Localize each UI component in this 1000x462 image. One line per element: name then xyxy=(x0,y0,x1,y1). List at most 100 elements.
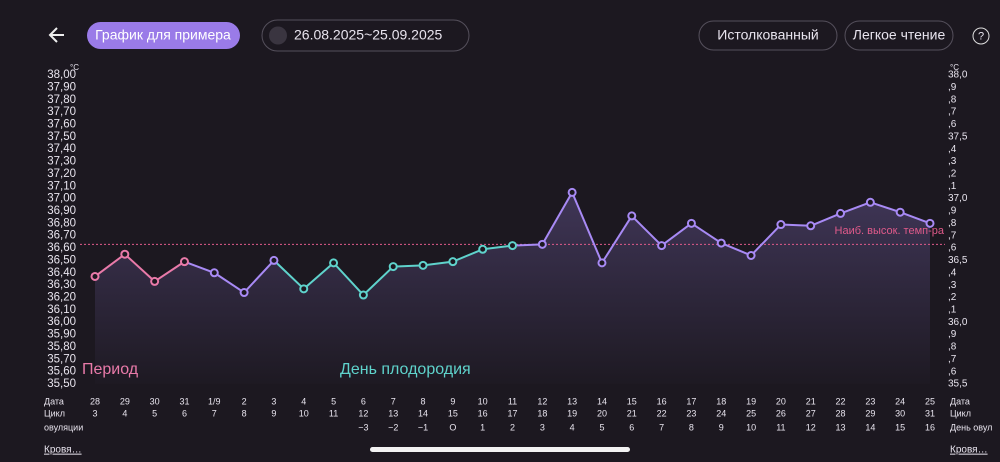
row-cell: 19 xyxy=(746,396,756,406)
row-cell: 7 xyxy=(212,408,217,418)
row-cell: 16 xyxy=(657,396,667,406)
row-cell: 24 xyxy=(895,396,905,406)
row-cell: 10 xyxy=(299,408,309,418)
help-button[interactable] xyxy=(972,27,990,45)
example-button[interactable] xyxy=(87,22,240,49)
home-indicator xyxy=(370,447,630,452)
tab-easy[interactable] xyxy=(844,20,954,51)
row-cell: 15 xyxy=(627,396,637,406)
point xyxy=(299,284,309,294)
row-cell: 13 xyxy=(836,422,846,432)
row-label-left: Цикл xyxy=(44,408,65,418)
y-tick-label: 37,20 xyxy=(47,168,76,180)
row-cell: 25 xyxy=(925,396,935,406)
row-cell: 8 xyxy=(689,422,694,432)
y-tick-label: 38,00 xyxy=(47,69,76,81)
line-segment xyxy=(452,248,484,263)
y2-tick-label: ,4 xyxy=(948,144,957,155)
y-tick-label: 37,80 xyxy=(47,94,76,106)
row-cell: 19 xyxy=(567,408,577,418)
point xyxy=(478,244,488,254)
back-button[interactable] xyxy=(48,27,64,43)
row-cell: 16 xyxy=(925,422,935,432)
y-tick-label: 35,70 xyxy=(47,353,76,365)
line-segment xyxy=(303,262,335,290)
help-label: ? xyxy=(978,30,984,42)
row-cell: 5 xyxy=(599,422,604,432)
point xyxy=(120,249,130,259)
point xyxy=(448,257,458,267)
y-tick-label: 36,00 xyxy=(47,316,76,328)
y2-tick-label: ,8 xyxy=(948,94,957,105)
y2-tick-label: ,6 xyxy=(948,243,957,254)
line-segment xyxy=(512,243,543,247)
row-cell: 23 xyxy=(865,396,875,406)
point xyxy=(239,288,249,298)
point xyxy=(209,268,219,278)
y-tick-label: 36,10 xyxy=(47,304,76,316)
row-cell: 12 xyxy=(537,396,547,406)
row-cell: 12 xyxy=(806,422,816,432)
point xyxy=(806,221,816,231)
footer-right: Кровя… xyxy=(950,445,988,456)
row-label-right: Дата xyxy=(950,396,970,406)
point xyxy=(716,238,726,248)
y2-tick-label: ,9 xyxy=(948,82,957,93)
y-tick-label: 36,50 xyxy=(47,254,76,266)
y2-tick-label: ,8 xyxy=(948,218,957,229)
point xyxy=(508,241,517,251)
line-segment xyxy=(750,223,782,257)
y2-tick-label: 36,0 xyxy=(948,317,968,328)
point xyxy=(597,258,607,268)
row-cell: 31 xyxy=(179,396,189,406)
tab-interpreted[interactable] xyxy=(698,20,838,51)
row-cell: 21 xyxy=(627,408,637,418)
row-cell: 21 xyxy=(806,396,816,406)
row-cell: −1 xyxy=(418,422,428,432)
line-segment xyxy=(541,191,574,245)
tab-interpreted-label: Истолкованный xyxy=(717,27,818,43)
y-tick-label: 35,60 xyxy=(47,366,76,378)
y2-tick-label: ,1 xyxy=(948,181,957,192)
phase-label: Период xyxy=(82,361,139,378)
row-cell: 15 xyxy=(895,422,905,432)
unit-left: °C xyxy=(70,63,79,72)
row-cell: 1/9 xyxy=(208,396,221,406)
line-segment xyxy=(184,260,215,274)
point xyxy=(329,258,339,268)
line-segment xyxy=(124,253,156,283)
unit-right: °C xyxy=(950,63,959,72)
row-cell: 17 xyxy=(507,408,517,418)
y2-tick-label: ,9 xyxy=(948,329,957,340)
date-range[interactable] xyxy=(261,19,470,52)
row-cell: O xyxy=(449,422,456,432)
y-tick-label: 36,30 xyxy=(47,279,76,291)
row-cell: 9 xyxy=(271,408,276,418)
line-segment xyxy=(422,260,453,267)
y2-tick-label: ,7 xyxy=(948,354,957,365)
row-cell: 4 xyxy=(122,408,127,418)
point xyxy=(865,197,875,207)
point xyxy=(150,276,160,286)
range-icon xyxy=(269,26,287,45)
row-cell: 14 xyxy=(597,396,607,406)
row-cell: 17 xyxy=(686,396,696,406)
y2-tick-label: ,1 xyxy=(948,304,957,315)
row-cell: 18 xyxy=(537,408,547,418)
line-segment xyxy=(243,259,275,294)
row-label-left: Дата xyxy=(44,396,64,406)
example-button-label: График для примера xyxy=(95,27,231,43)
y2-tick-label: ,6 xyxy=(948,119,957,130)
row-cell: 23 xyxy=(686,408,696,418)
line-segment xyxy=(393,264,424,268)
y-tick-label: 37,70 xyxy=(47,106,76,118)
point xyxy=(895,207,905,217)
row-cell: 15 xyxy=(448,408,458,418)
line-segment xyxy=(601,215,633,264)
line-segment xyxy=(720,242,752,257)
point xyxy=(90,271,100,281)
y2-tick-label: ,4 xyxy=(948,267,957,278)
row-label-right: День овул xyxy=(950,422,992,432)
y-tick-label: 37,30 xyxy=(47,156,76,168)
row-cell: −3 xyxy=(358,422,368,432)
